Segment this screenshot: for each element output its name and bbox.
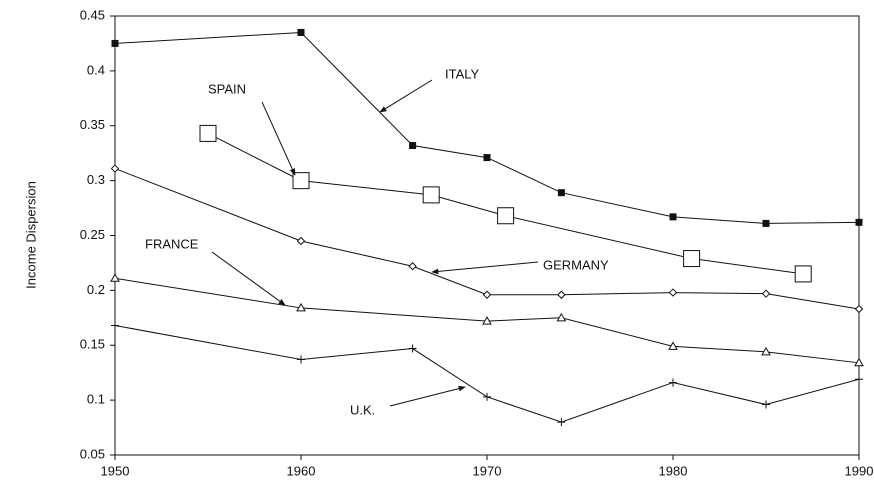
label-arrow (389, 385, 466, 407)
y-tick-label: 0.35 (80, 117, 105, 132)
point (762, 219, 770, 227)
y-axis-label: Income Dispersion (23, 181, 38, 289)
label-arrow (261, 101, 296, 176)
series-label: SPAIN (208, 81, 246, 96)
y-tick-label: 0.4 (87, 62, 105, 77)
label-arrow (431, 261, 539, 275)
x-tick-label: 1960 (287, 463, 316, 478)
x-tick-label: 1990 (845, 463, 874, 478)
point (482, 316, 492, 325)
point (668, 341, 678, 350)
y-tick-label: 0.1 (87, 392, 105, 407)
point (854, 304, 864, 314)
y-tick-label: 0.25 (80, 227, 105, 242)
point (854, 357, 864, 367)
point (761, 346, 771, 356)
point (408, 344, 417, 353)
point (855, 218, 863, 226)
point (669, 213, 677, 221)
x-tick-label: 1980 (659, 463, 688, 478)
point (668, 288, 678, 297)
point (297, 355, 305, 364)
series-label: GERMANY (543, 257, 609, 272)
point (111, 321, 119, 330)
series-line (207, 132, 804, 275)
point (762, 400, 770, 409)
series-line (114, 31, 860, 224)
point (557, 290, 566, 299)
point (557, 189, 565, 197)
point (557, 418, 566, 427)
label-arrow (211, 251, 286, 306)
point (110, 164, 120, 173)
point (669, 378, 677, 387)
label-arrow (379, 79, 433, 113)
x-tick-label: 1950 (101, 463, 130, 478)
point (497, 207, 515, 225)
series-label: ITALY (445, 66, 480, 81)
series-label: FRANCE (145, 236, 199, 251)
point (422, 186, 440, 204)
y-tick-label: 0.45 (80, 7, 105, 22)
series-line (114, 168, 860, 310)
point (761, 289, 771, 298)
point (855, 375, 863, 384)
point (683, 250, 701, 268)
point (408, 262, 417, 271)
point (296, 236, 306, 246)
point (482, 290, 492, 299)
point (794, 265, 812, 283)
series-line (114, 325, 860, 423)
y-tick-label: 0.15 (80, 337, 105, 352)
point (483, 392, 491, 401)
point (111, 39, 119, 47)
point (409, 142, 417, 150)
point (556, 312, 567, 322)
y-tick-label: 0.3 (87, 172, 105, 187)
point (292, 172, 310, 190)
x-tick-label: 1970 (473, 463, 502, 478)
point (110, 273, 120, 282)
y-tick-label: 0.05 (80, 446, 105, 461)
y-tick-label: 0.2 (87, 282, 105, 297)
point (296, 302, 306, 312)
point (199, 124, 217, 142)
point (297, 28, 305, 36)
series-label: U.K. (350, 402, 375, 417)
point (483, 154, 491, 162)
